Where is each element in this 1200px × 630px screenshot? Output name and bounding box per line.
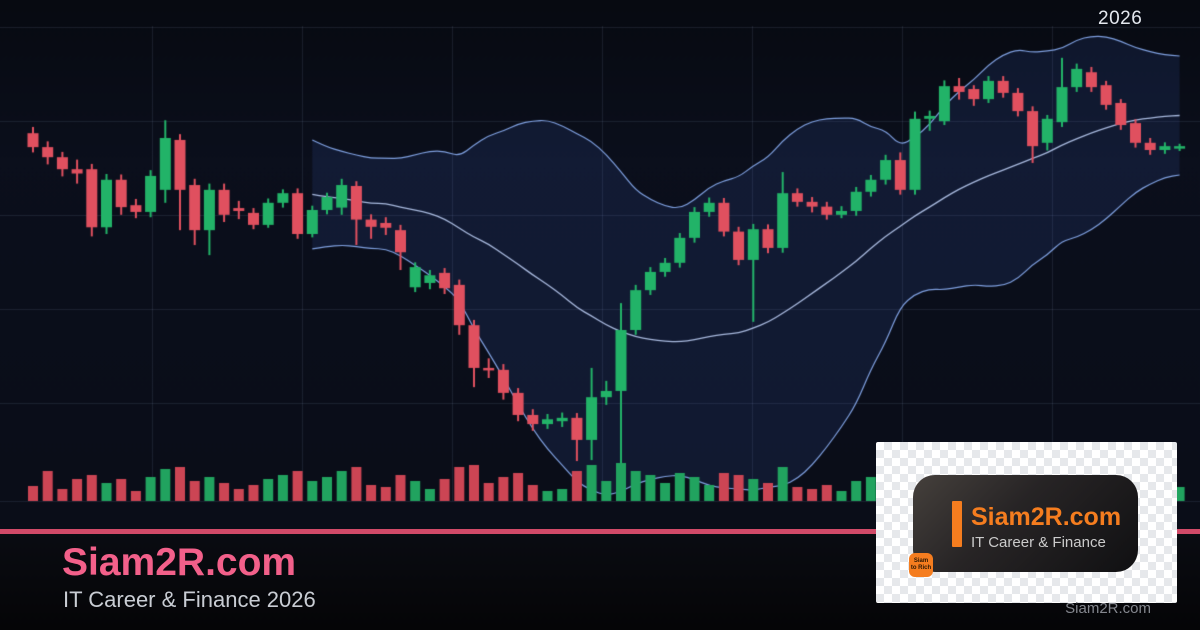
badge-line-2: to Rich xyxy=(910,565,932,571)
logo-tagline-text: IT Career & Finance xyxy=(971,534,1106,551)
year-label: 2026 xyxy=(1098,8,1143,29)
logo-accent-bar xyxy=(952,501,962,547)
brand-title: Siam2R.com xyxy=(62,541,297,584)
brand-subtitle: IT Career & Finance 2026 xyxy=(63,587,316,612)
badge-line-1: Siam xyxy=(913,558,929,564)
divider-line xyxy=(0,529,1200,534)
logo-brand-text: Siam2R.com xyxy=(971,503,1122,531)
logo-tile: Siam2R.com IT Career & Finance Siam to R… xyxy=(909,475,1138,577)
logo-card: Siam2R.com IT Career & Finance Siam to R… xyxy=(876,442,1177,603)
watermark: Siam2R.com xyxy=(1065,600,1151,617)
siam-to-rich-badge: Siam to Rich xyxy=(909,553,933,577)
